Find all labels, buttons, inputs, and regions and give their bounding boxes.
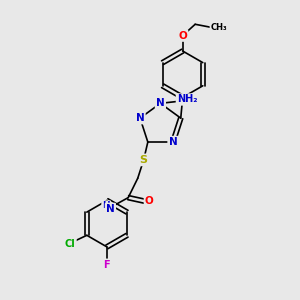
Text: O: O [145, 196, 154, 206]
Text: CH₃: CH₃ [211, 23, 227, 32]
Text: N: N [169, 137, 177, 147]
Text: F: F [103, 260, 110, 270]
Text: NH₂: NH₂ [177, 94, 197, 104]
Text: N: N [156, 98, 165, 108]
Text: S: S [140, 155, 148, 165]
Text: Cl: Cl [65, 238, 76, 249]
Text: N: N [136, 113, 144, 123]
Text: H: H [102, 202, 110, 211]
Text: O: O [178, 31, 187, 40]
Text: N: N [106, 204, 115, 214]
